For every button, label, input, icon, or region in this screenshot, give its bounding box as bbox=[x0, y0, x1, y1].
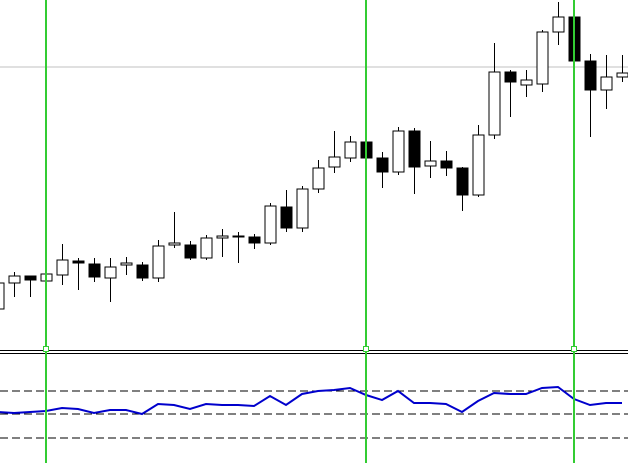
candle-body bbox=[344, 141, 357, 159]
candle-body bbox=[584, 60, 597, 91]
separator-handle[interactable] bbox=[43, 346, 49, 352]
candle-body bbox=[184, 244, 197, 259]
candle-body bbox=[552, 16, 565, 33]
candle-body bbox=[280, 206, 293, 229]
candle-body bbox=[72, 260, 85, 264]
candle-body bbox=[600, 76, 613, 91]
candle-body bbox=[456, 167, 469, 196]
candle-body bbox=[56, 259, 69, 276]
period-separators bbox=[43, 0, 577, 463]
candle-body bbox=[248, 236, 261, 244]
indicator-line bbox=[0, 385, 622, 416]
candle-body bbox=[264, 205, 277, 244]
candle-body bbox=[120, 262, 133, 266]
candle-body bbox=[0, 282, 5, 310]
separator-handle[interactable] bbox=[571, 346, 577, 352]
candle-body bbox=[136, 264, 149, 279]
candle-body bbox=[616, 72, 628, 78]
candle-body bbox=[408, 130, 421, 168]
candle-body bbox=[440, 160, 453, 169]
candle-body bbox=[424, 160, 437, 167]
candle-body bbox=[232, 235, 245, 238]
candle-body bbox=[216, 235, 229, 239]
candle-body bbox=[504, 71, 517, 83]
candle-body bbox=[200, 237, 213, 259]
candle-body bbox=[168, 242, 181, 246]
candle-body bbox=[488, 71, 501, 136]
candle-body bbox=[88, 263, 101, 278]
candle-body bbox=[312, 167, 325, 190]
separator-handle[interactable] bbox=[363, 346, 369, 352]
candle-body bbox=[376, 157, 389, 173]
candle-body bbox=[8, 275, 21, 284]
candle-body bbox=[296, 188, 309, 229]
candle-body bbox=[328, 156, 341, 168]
candle-body bbox=[104, 266, 117, 279]
indicator-layer bbox=[0, 385, 628, 439]
candle-body bbox=[392, 130, 405, 173]
candle-body bbox=[152, 245, 165, 279]
candle-body bbox=[472, 134, 485, 196]
candle-body bbox=[520, 79, 533, 86]
candle-body bbox=[24, 275, 37, 281]
candle-body bbox=[536, 31, 549, 85]
